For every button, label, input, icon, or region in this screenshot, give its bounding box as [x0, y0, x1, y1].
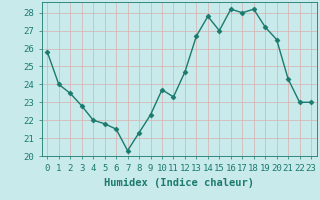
X-axis label: Humidex (Indice chaleur): Humidex (Indice chaleur)	[104, 178, 254, 188]
